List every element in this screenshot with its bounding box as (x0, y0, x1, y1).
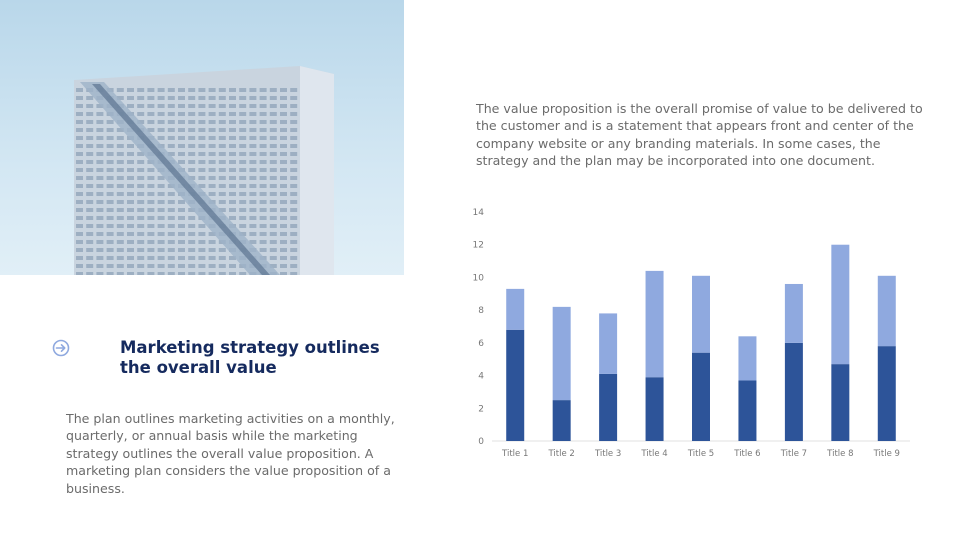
bar-segment-series-1 (599, 373, 618, 441)
y-tick-label: 14 (473, 208, 485, 218)
bar-segment-series-2 (831, 244, 850, 365)
x-tick-label: Title 9 (873, 449, 900, 459)
y-tick-label: 10 (473, 273, 485, 283)
bar-segment-series-1 (645, 377, 664, 441)
x-tick-label: Title 2 (548, 449, 575, 459)
bar-segment-series-1 (506, 329, 525, 441)
bar-segment-series-2 (877, 275, 896, 347)
building-photo (0, 0, 404, 275)
marketing-plan-paragraph: The plan outlines marketing activities o… (66, 410, 395, 496)
bar-segment-series-2 (645, 270, 664, 378)
bar-segment-series-1 (831, 364, 850, 441)
bar-segment-series-2 (784, 283, 803, 343)
bar-segment-series-1 (784, 342, 803, 441)
arrow-right-circle-icon (52, 339, 70, 357)
section-heading: Marketing strategy outlines the overall … (120, 338, 380, 377)
bar-segment-series-1 (552, 400, 571, 441)
x-tick-label: Title 6 (733, 449, 760, 459)
y-tick-label: 2 (478, 404, 484, 414)
bar-segment-series-2 (738, 336, 757, 381)
bar-segment-series-1 (692, 352, 710, 441)
value-proposition-paragraph: The value proposition is the overall pro… (476, 100, 923, 169)
bar-segment-series-2 (552, 306, 571, 401)
bar-segment-series-2 (692, 275, 710, 353)
bar-segment-series-2 (506, 288, 525, 330)
y-tick-label: 8 (478, 306, 484, 316)
x-tick-label: Title 8 (826, 449, 853, 459)
bar-segment-series-1 (738, 380, 757, 441)
x-tick-label: Title 1 (501, 449, 528, 459)
bar-segment-series-2 (599, 313, 618, 374)
x-tick-label: Title 3 (594, 449, 621, 459)
y-tick-label: 0 (478, 437, 484, 447)
x-tick-label: Title 7 (780, 449, 807, 459)
y-tick-label: 12 (473, 241, 484, 251)
y-tick-label: 6 (478, 339, 484, 349)
bar-segment-series-1 (877, 346, 896, 441)
y-tick-label: 4 (478, 372, 484, 382)
x-tick-label: Title 5 (687, 449, 714, 459)
x-tick-label: Title 4 (640, 449, 667, 459)
